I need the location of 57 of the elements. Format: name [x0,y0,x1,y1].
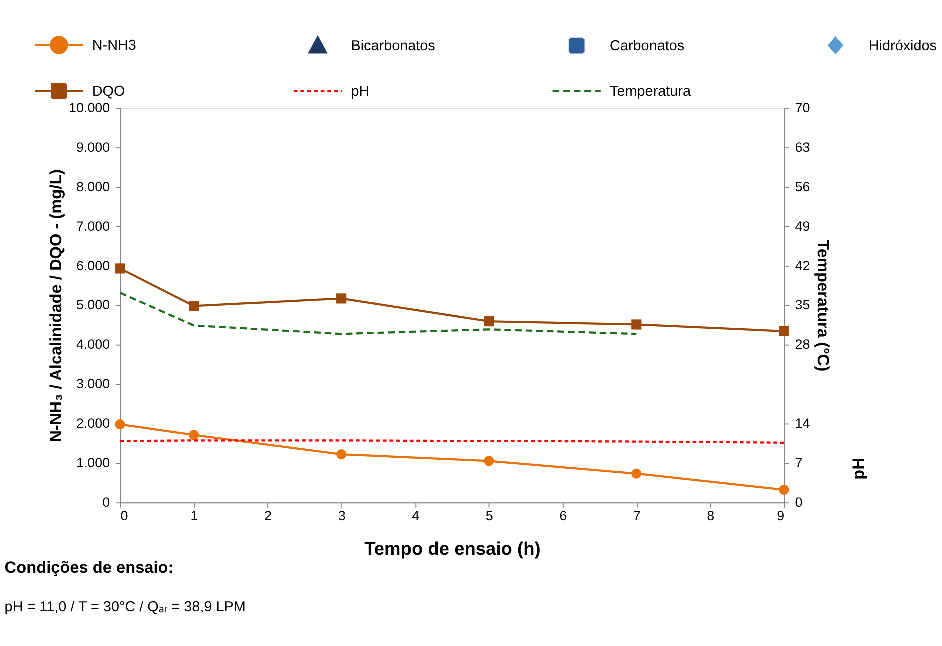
y2-tick-label: 49 [795,218,810,234]
x-tick-label: 7 [633,508,641,524]
legend-label: Bicarbonatos [351,38,436,55]
x-tick-label: 3 [338,508,346,524]
point [189,430,200,440]
legend-label: pH [351,84,370,100]
y2-tick-label: 0 [795,494,803,510]
point [115,264,126,274]
y2-tick-label: 7 [795,456,803,471]
x-tick-label: 2 [264,508,272,524]
y2-tick-label: 63 [795,140,810,155]
legend-label: Temperatura [610,84,692,100]
legend-label: Hidróxidos [868,38,938,54]
x-tick-label: 1 [190,508,198,524]
text: pH = 11,0 / T = 30°C / Qₐᵣ = 38,9 LPM [4,599,246,616]
point [336,449,347,460]
point [115,420,126,430]
y-tick-label: 5.000 [76,298,110,313]
y-tick-label: 7.000 [76,218,110,234]
y2-tick-label: 42 [795,258,810,274]
y2-tick-label: 14 [795,416,811,432]
y-axis-title: N-NH₃ / Alcalinidade / DQO - (mg/L) [47,169,66,442]
x-tick-label: 8 [707,508,715,524]
x-tick-label: 0 [120,508,128,524]
point [484,456,494,466]
y-tick-label: 0 [102,494,110,510]
legend-label: Carbonatos [610,38,685,55]
x-tick-label: 6 [560,508,568,524]
line-series [119,292,638,336]
y-tick-label: 8.000 [76,179,110,194]
y-tick-label: 3.000 [76,376,110,392]
y-tick-label: 4.000 [76,337,110,352]
y-tick-label: 9.000 [76,140,110,155]
x-tick-label: 9 [777,508,785,524]
text: pH [850,458,868,480]
y2-axis-title: Temperatura (°C) [814,240,832,372]
point [336,294,347,304]
point [779,326,790,336]
point [189,301,200,312]
y2-tick-label: 35 [795,298,810,313]
y-tick-label: 6.000 [76,258,110,274]
y-tick-label: 10.000 [68,100,110,116]
legend-label: DQO [92,84,126,100]
x-tick-label: 5 [486,508,494,524]
point [779,484,790,496]
y2-tick-label: 56 [795,179,810,194]
point [632,468,642,479]
y2-tick-label: 28 [795,337,810,352]
text: Condições de ensaio: [4,558,174,577]
x-tick-label: 4 [412,508,420,524]
y-tick-label: 1.000 [76,456,110,471]
point [484,316,494,327]
point [632,320,642,330]
legend-label: N-NH3 [92,38,136,54]
x-axis-title: Tempo de ensaio (h) [364,538,541,560]
y2-tick-label: 70 [795,100,810,116]
y-tick-label: 2.000 [76,416,110,432]
